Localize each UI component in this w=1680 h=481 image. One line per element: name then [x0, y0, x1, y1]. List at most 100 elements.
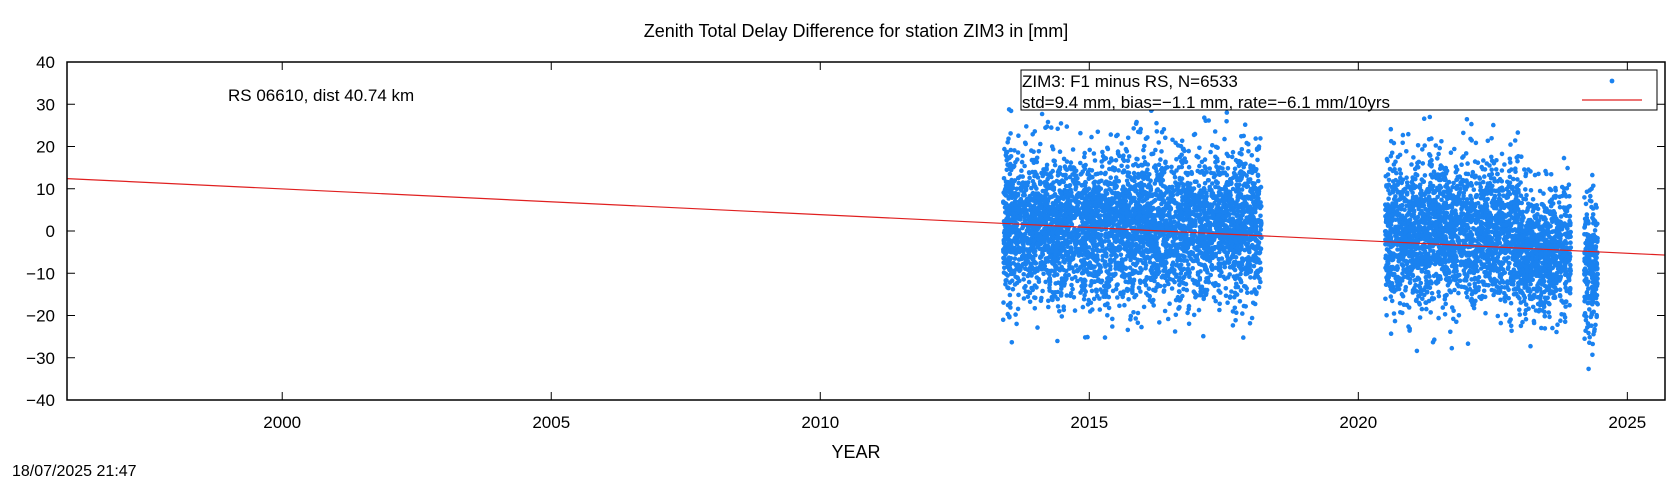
scatter-point: [1245, 209, 1251, 214]
scatter-point: [1117, 303, 1122, 309]
scatter-point: [1097, 307, 1103, 312]
scatter-point: [1133, 249, 1139, 254]
scatter-point: [1195, 293, 1200, 298]
scatter-point: [1145, 174, 1151, 180]
scatter-point: [1224, 119, 1229, 124]
scatter-point: [1241, 133, 1246, 139]
scatter-point: [1073, 186, 1078, 192]
scatter-point: [1069, 282, 1074, 288]
scatter-point: [1235, 219, 1241, 224]
scatter-point: [1050, 201, 1056, 206]
scatter-point: [1095, 208, 1101, 214]
scatter-point: [1237, 247, 1242, 252]
scatter-point: [1027, 175, 1032, 181]
scatter-point: [1165, 203, 1171, 208]
scatter-point: [1063, 268, 1069, 274]
scatter-point: [1001, 176, 1007, 181]
scatter-point: [1035, 325, 1040, 330]
scatter-point: [1209, 203, 1215, 209]
scatter-point: [1228, 239, 1233, 244]
scatter-point: [1056, 240, 1061, 246]
scatter-point: [1178, 190, 1184, 196]
scatter-point: [1099, 204, 1104, 210]
scatter-point: [1138, 265, 1143, 271]
scatter-point: [1141, 147, 1146, 153]
scatter-point: [1240, 195, 1245, 200]
scatter-point: [1015, 214, 1021, 219]
scatter-point: [1034, 275, 1040, 280]
scatter-point: [1142, 256, 1147, 261]
scatter-point: [1195, 279, 1201, 285]
scatter-point: [1207, 187, 1212, 193]
scatter-point: [1234, 201, 1239, 206]
scatter-point: [1015, 306, 1021, 312]
scatter-point: [1054, 214, 1060, 220]
scatter-point: [1099, 164, 1105, 169]
scatter-point: [1250, 190, 1255, 196]
scatter-point: [1239, 187, 1245, 192]
scatter-point: [1090, 230, 1095, 235]
scatter-point: [1104, 254, 1109, 259]
scatter-point: [1227, 198, 1233, 203]
scatter-point: [1127, 276, 1133, 281]
scatter-point: [1024, 256, 1030, 262]
scatter-point: [1029, 286, 1035, 291]
scatter-point: [1042, 213, 1048, 218]
scatter-point: [1027, 269, 1033, 274]
scatter-point: [1124, 178, 1130, 184]
scatter-point: [1012, 198, 1018, 204]
scatter-point: [1019, 181, 1024, 187]
scatter-point: [1055, 126, 1060, 132]
scatter-point: [1000, 317, 1006, 323]
scatter-point: [1239, 147, 1245, 152]
scatter-point: [1228, 220, 1234, 225]
scatter-point: [1135, 310, 1141, 316]
scatter-point: [1110, 324, 1115, 329]
scatter-point: [1113, 213, 1119, 218]
scatter-point: [1009, 340, 1015, 345]
scatter-point: [1159, 165, 1165, 171]
scatter-point: [1119, 237, 1124, 242]
scatter-point: [1132, 294, 1137, 300]
scatter-point: [1186, 262, 1191, 267]
scatter-point: [1192, 206, 1197, 211]
scatter-point: [1155, 187, 1161, 192]
scatter-point: [1096, 196, 1101, 201]
scatter-point: [1245, 267, 1251, 273]
scatter-point: [1070, 286, 1075, 292]
scatter-point: [1103, 302, 1109, 308]
scatter-point: [1031, 181, 1037, 187]
scatter-point: [1052, 162, 1058, 168]
scatter-point: [1033, 295, 1038, 301]
scatter-point: [1139, 163, 1145, 168]
scatter-point: [1109, 229, 1114, 234]
scatter-point: [1165, 196, 1171, 201]
scatter-point: [1217, 236, 1223, 241]
scatter-point: [1236, 264, 1242, 269]
scatter-point: [1059, 253, 1065, 259]
scatter-point: [1134, 119, 1139, 125]
scatter-point: [1011, 179, 1017, 184]
scatter-point: [1080, 260, 1085, 265]
scatter-point: [1046, 298, 1051, 304]
scatter-point: [1241, 303, 1247, 309]
scatter-point: [1102, 193, 1107, 199]
scatter-point: [1129, 254, 1135, 260]
scatter-point: [1119, 163, 1124, 169]
scatter-point: [1110, 288, 1116, 294]
scatter-point: [1177, 253, 1182, 258]
scatter-point: [1061, 307, 1067, 313]
scatter-point: [1027, 193, 1032, 199]
scatter-point: [1092, 279, 1098, 285]
scatter-point: [1508, 160, 1513, 165]
scatter-point: [1185, 266, 1191, 272]
scatter-point: [1113, 175, 1119, 180]
scatter-point: [1225, 275, 1231, 280]
scatter-point: [1204, 276, 1209, 281]
scatter-point: [1007, 180, 1013, 186]
scatter-point: [1082, 335, 1088, 340]
scatter-point: [1171, 170, 1176, 176]
scatter-point: [1508, 142, 1513, 147]
scatter-point: [1085, 208, 1090, 213]
scatter-point: [1253, 136, 1258, 141]
